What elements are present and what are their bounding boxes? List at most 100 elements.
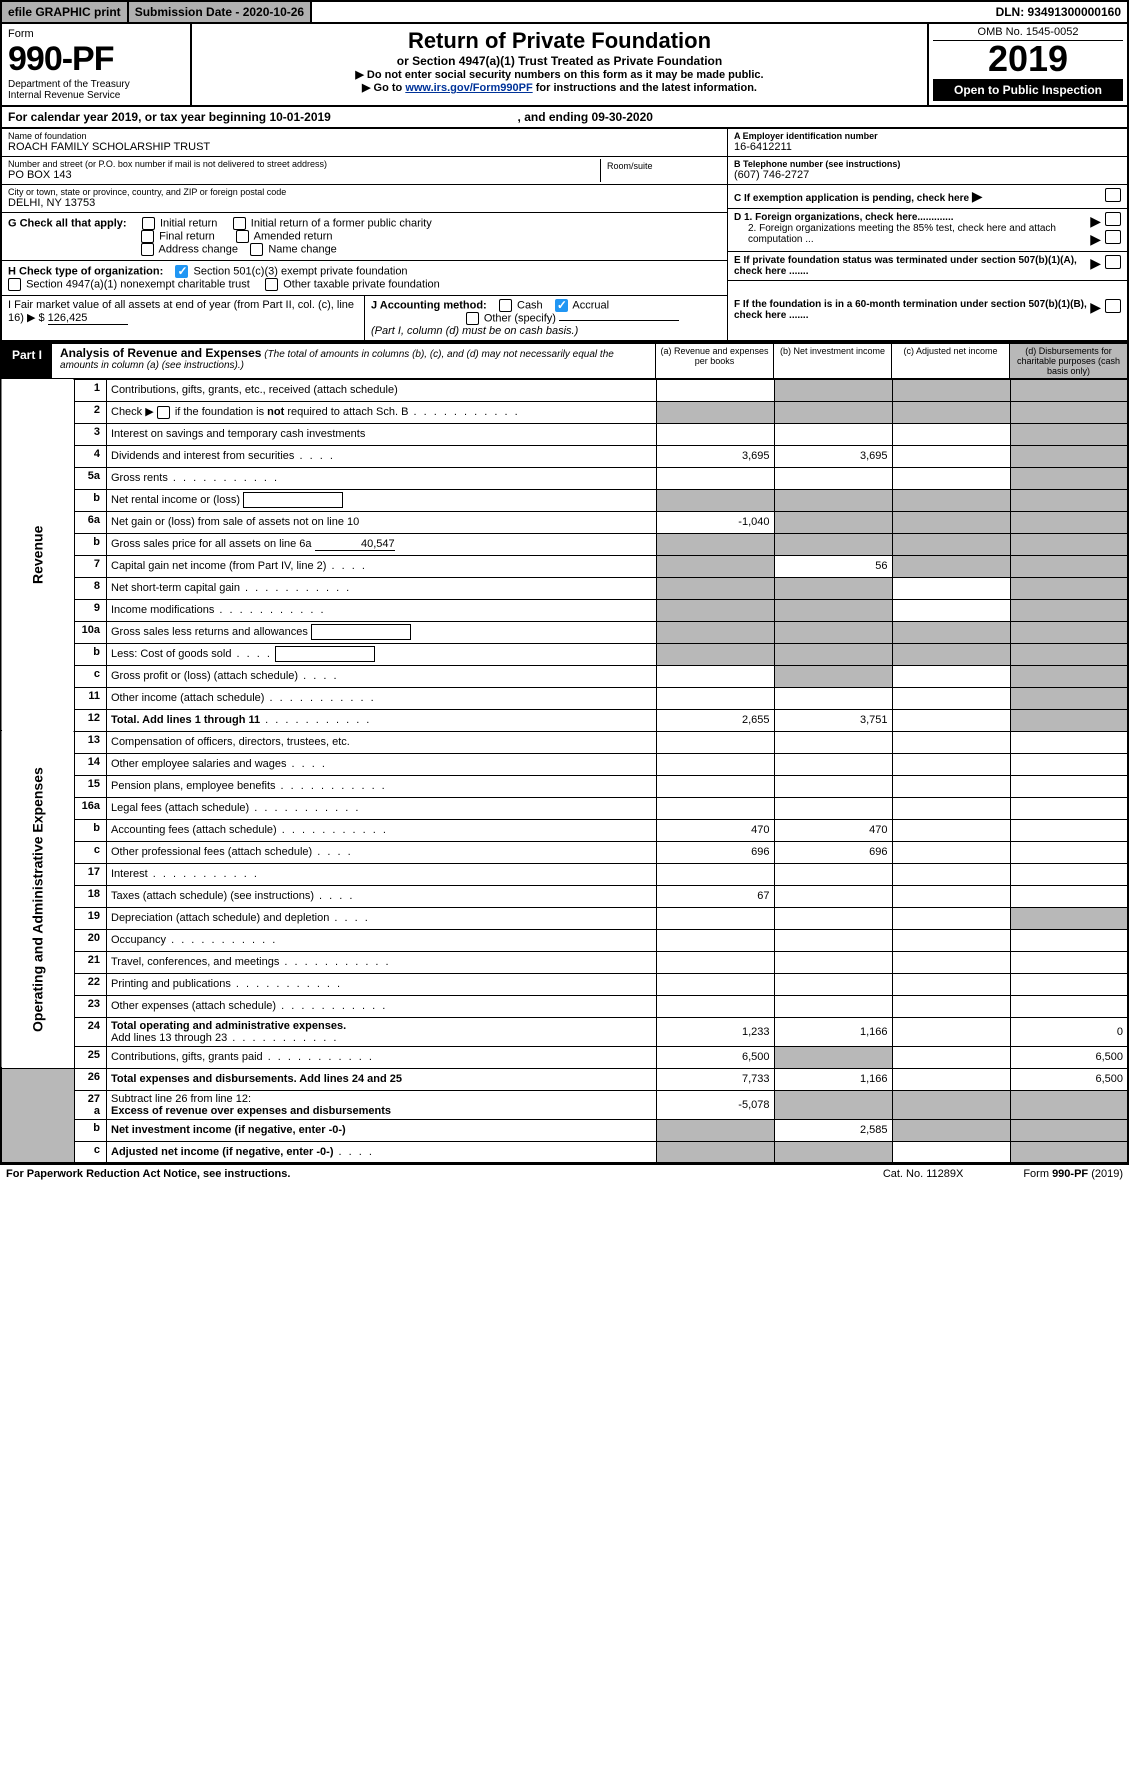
j-note: (Part I, column (d) must be on cash basi… <box>371 325 578 337</box>
footer: For Paperwork Reduction Act Notice, see … <box>0 1164 1129 1183</box>
city-label: City or town, state or province, country… <box>8 187 721 197</box>
col-b-head: (b) Net investment income <box>773 344 891 378</box>
chk-e[interactable] <box>1105 255 1121 269</box>
chk-name-change[interactable] <box>250 243 263 256</box>
r12-b: 3,751 <box>774 709 892 731</box>
open-inspection: Open to Public Inspection <box>933 79 1123 101</box>
chk-amended[interactable] <box>236 230 249 243</box>
chk-f[interactable] <box>1105 299 1121 313</box>
part1-table: Revenue 1Contributions, gifts, grants, e… <box>0 378 1129 1164</box>
dept-irs: Internal Revenue Service <box>8 90 184 101</box>
d2-label: 2. Foreign organizations meeting the 85%… <box>734 223 1090 245</box>
top-bar: efile GRAPHIC print Submission Date - 20… <box>0 0 1129 24</box>
chk-final[interactable] <box>141 230 154 243</box>
calendar-row: For calendar year 2019, or tax year begi… <box>0 107 1129 129</box>
efile-label[interactable]: efile GRAPHIC print <box>2 2 129 22</box>
chk-other-taxable[interactable] <box>265 278 278 291</box>
chk-4947[interactable] <box>8 278 21 291</box>
j-label: J Accounting method: <box>371 299 487 311</box>
col-c-head: (c) Adjusted net income <box>891 344 1009 378</box>
dln: DLN: 93491300000160 <box>990 2 1127 22</box>
f-label: F If the foundation is in a 60-month ter… <box>734 299 1087 321</box>
section-h: H Check type of organization: Section 50… <box>2 261 727 296</box>
submission-date: Submission Date - 2020-10-26 <box>129 2 312 22</box>
form-header: Form 990-PF Department of the Treasury I… <box>0 24 1129 107</box>
city-state-zip: DELHI, NY 13753 <box>8 197 721 209</box>
revenue-label: Revenue <box>1 379 75 731</box>
expenses-label: Operating and Administrative Expenses <box>1 731 75 1068</box>
chk-cash[interactable] <box>499 299 512 312</box>
r6a-a: -1,040 <box>656 511 774 533</box>
chk-d2[interactable] <box>1105 230 1121 244</box>
g-label: G Check all that apply: <box>8 217 127 229</box>
r4-b: 3,695 <box>774 445 892 467</box>
part1-title: Analysis of Revenue and Expenses <box>60 346 261 360</box>
instr2-pre: ▶ Go to <box>362 82 405 94</box>
h-label: H Check type of organization: <box>8 265 163 277</box>
r25-a: 6,500 <box>656 1046 774 1068</box>
r16c-b: 696 <box>774 841 892 863</box>
r6b-val: 40,547 <box>315 538 395 551</box>
info-grid: Name of foundation ROACH FAMILY SCHOLARS… <box>0 129 1129 296</box>
footer-left: For Paperwork Reduction Act Notice, see … <box>6 1168 290 1180</box>
dept-treasury: Department of the Treasury <box>8 79 184 90</box>
r24-d: 0 <box>1010 1017 1128 1046</box>
telephone: (607) 746-2727 <box>734 169 1121 181</box>
foundation-name: ROACH FAMILY SCHOLARSHIP TRUST <box>8 141 721 153</box>
part1-header: Part I Analysis of Revenue and Expenses … <box>0 342 1129 378</box>
chk-other-method[interactable] <box>466 312 479 325</box>
e-label: E If private foundation status was termi… <box>734 255 1077 277</box>
r27a-a: -5,078 <box>656 1090 774 1119</box>
form-word: Form <box>8 28 184 40</box>
cal-begin: 10-01-2019 <box>269 110 330 124</box>
r26-b: 1,166 <box>774 1068 892 1090</box>
ijf-row: I Fair market value of all assets at end… <box>0 296 1129 342</box>
cal-mid: , and ending <box>518 110 592 124</box>
chk-initial[interactable] <box>142 217 155 230</box>
room-label: Room/suite <box>607 161 715 171</box>
tax-year: 2019 <box>933 41 1123 77</box>
part1-label: Part I <box>2 344 52 378</box>
cal-pre: For calendar year 2019, or tax year begi… <box>8 110 269 124</box>
chk-d1[interactable] <box>1105 212 1121 226</box>
chk-accrual[interactable] <box>555 299 568 312</box>
name-label: Name of foundation <box>8 131 721 141</box>
col-d-head: (d) Disbursements for charitable purpose… <box>1009 344 1127 378</box>
r26-a: 7,733 <box>656 1068 774 1090</box>
d1-label: D 1. Foreign organizations, check here..… <box>734 212 954 223</box>
r25-d: 6,500 <box>1010 1046 1128 1068</box>
street-address: PO BOX 143 <box>8 169 600 181</box>
instr2-post: for instructions and the latest informat… <box>536 82 757 94</box>
instr-ssn: ▶ Do not enter social security numbers o… <box>200 68 919 81</box>
r27b-b: 2,585 <box>774 1119 892 1141</box>
r26-d: 6,500 <box>1010 1068 1128 1090</box>
a-label: A Employer identification number <box>734 131 878 141</box>
r7-b: 56 <box>774 555 892 577</box>
addr-label: Number and street (or P.O. box number if… <box>8 159 600 169</box>
footer-form: Form 990-PF (2019) <box>1023 1168 1123 1180</box>
irs-link[interactable]: www.irs.gov/Form990PF <box>405 82 532 94</box>
r18-a: 67 <box>656 885 774 907</box>
col-a-head: (a) Revenue and expenses per books <box>655 344 773 378</box>
r24-a: 1,233 <box>656 1017 774 1046</box>
r24-b: 1,166 <box>774 1017 892 1046</box>
chk-501c3[interactable] <box>175 265 188 278</box>
r16b-b: 470 <box>774 819 892 841</box>
r16b-a: 470 <box>656 819 774 841</box>
cal-end: 09-30-2020 <box>592 110 653 124</box>
instr-link-row: ▶ Go to www.irs.gov/Form990PF for instru… <box>200 81 919 94</box>
r16c-a: 696 <box>656 841 774 863</box>
chk-c[interactable] <box>1105 188 1121 202</box>
form-title: Return of Private Foundation <box>200 28 919 54</box>
form-subtitle: or Section 4947(a)(1) Trust Treated as P… <box>200 54 919 68</box>
r4-a: 3,695 <box>656 445 774 467</box>
r12-a: 2,655 <box>656 709 774 731</box>
chk-initial-former[interactable] <box>233 217 246 230</box>
b-label: B Telephone number (see instructions) <box>734 159 900 169</box>
c-label: C If exemption application is pending, c… <box>734 193 969 204</box>
i-value: 126,425 <box>48 312 128 325</box>
ein: 16-6412211 <box>734 141 1121 153</box>
chk-schb[interactable] <box>157 406 170 419</box>
chk-addr-change[interactable] <box>141 243 154 256</box>
section-g: G Check all that apply: Initial return I… <box>2 213 727 261</box>
